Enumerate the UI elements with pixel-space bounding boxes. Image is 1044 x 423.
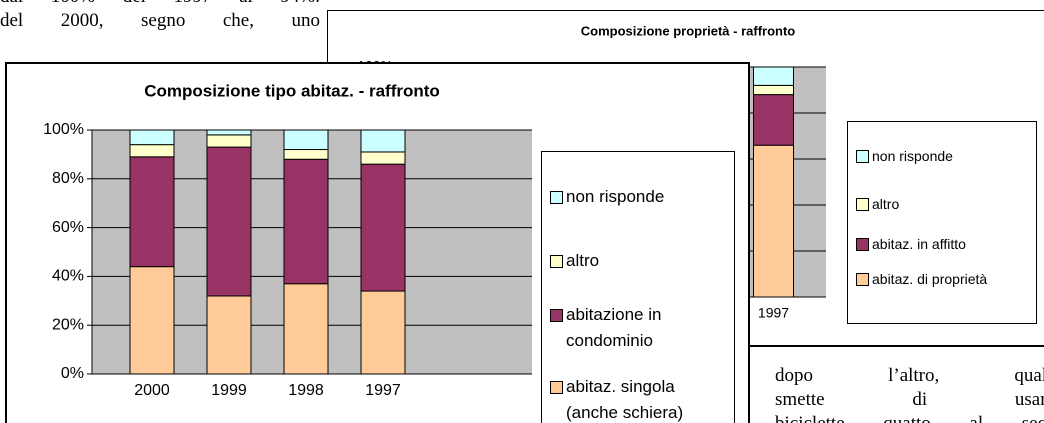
- y-tick-label: 80%: [52, 170, 84, 187]
- x-tick-label: 2000: [134, 382, 170, 399]
- text-line: smette di usarla.: [775, 389, 1044, 410]
- y-tick-label: 40%: [52, 268, 84, 285]
- legend-swatch: [856, 198, 869, 211]
- legend-label: altro: [566, 251, 600, 270]
- x-tick-label: 1997: [365, 382, 401, 399]
- bar-segment: [283, 283, 329, 375]
- text-line: dal 100% del 1997 al 94%.: [0, 0, 320, 9]
- legend-item: altro: [550, 248, 730, 274]
- x-tick-label: 1998: [288, 382, 324, 399]
- legend-swatch: [550, 255, 563, 268]
- chart: Composizione tipo abitaz. - raffronto 0% 2…: [43, 81, 532, 399]
- legend-item: abitaz. di proprietà: [856, 269, 1032, 289]
- legend-label: abitaz. in affitto: [872, 236, 966, 252]
- legend-swatch: [856, 238, 869, 251]
- legend-label: abitazione in condominio: [566, 305, 662, 350]
- bar-segment: [206, 129, 252, 136]
- legend: non risponde altro abitaz. in affitto abita…: [847, 121, 1037, 324]
- legend: non risponde altro abitazione in condomini…: [541, 151, 735, 423]
- bar-segment: [360, 290, 406, 375]
- legend-item: abitaz. in affitto: [856, 234, 1032, 254]
- bar-segment: [753, 94, 794, 146]
- bar-segment: [753, 66, 794, 86]
- chart-title: Composizione tipo abitaz. - raffronto: [144, 81, 440, 100]
- bar-segment: [360, 151, 406, 165]
- y-tick-label: 100%: [43, 121, 84, 138]
- bar-segment: [753, 84, 794, 96]
- legend-swatch: [856, 150, 869, 163]
- bar-segment: [206, 146, 252, 297]
- legend-swatch: [856, 273, 869, 286]
- legend-label: abitaz. singola (anche schiera): [566, 377, 684, 422]
- chart-title: Composizione proprietà - raffronto: [581, 23, 796, 38]
- legend-swatch: [550, 381, 563, 394]
- legend-item: abitaz. singola (anche schiera): [550, 374, 730, 423]
- bar-segment: [283, 149, 329, 160]
- legend-item: non risponde: [550, 184, 730, 210]
- text-line: del 2000, segno che, uno: [0, 10, 320, 31]
- chart-front: Composizione tipo abitaz. - raffronto 0% 2…: [5, 62, 750, 423]
- bar-segment: [753, 144, 794, 298]
- bar-segment: [283, 158, 329, 285]
- bar-segment: [129, 144, 175, 158]
- legend-label: abitaz. di proprietà: [872, 271, 988, 287]
- legend-swatch: [550, 191, 563, 204]
- bar-segment: [129, 266, 175, 375]
- text-line: dopo l’altro, qualcu: [775, 365, 1044, 386]
- bar-segment: [129, 129, 175, 146]
- legend-item: altro: [856, 194, 1032, 214]
- bar-segment: [283, 129, 329, 151]
- legend-label: non risponde: [872, 148, 953, 164]
- legend-item: abitazione in condominio: [550, 302, 730, 354]
- y-tick-label: 60%: [52, 219, 84, 236]
- legend-label: altro: [872, 196, 900, 212]
- text-line: biciclette quatto al secon: [775, 412, 1044, 423]
- y-tick-label: 0%: [61, 365, 84, 382]
- bar-segment: [360, 129, 406, 153]
- bar-segment: [129, 156, 175, 268]
- x-tick-label: 1999: [211, 382, 247, 399]
- bar-segment: [206, 134, 252, 148]
- legend-swatch: [550, 309, 563, 322]
- legend-label: non risponde: [566, 187, 665, 206]
- legend-item: non risponde: [856, 146, 1032, 166]
- bar-segment: [360, 163, 406, 292]
- text-bottom: dopo l’altro, qualcu smette di usarla. b…: [775, 364, 1044, 423]
- bar-segment: [206, 295, 252, 375]
- x-tick-label: 1997: [758, 305, 789, 321]
- text-top: dal 100% del 1997 al 94%. del 2000, segn…: [0, 0, 320, 33]
- y-tick-label: 20%: [52, 316, 84, 333]
